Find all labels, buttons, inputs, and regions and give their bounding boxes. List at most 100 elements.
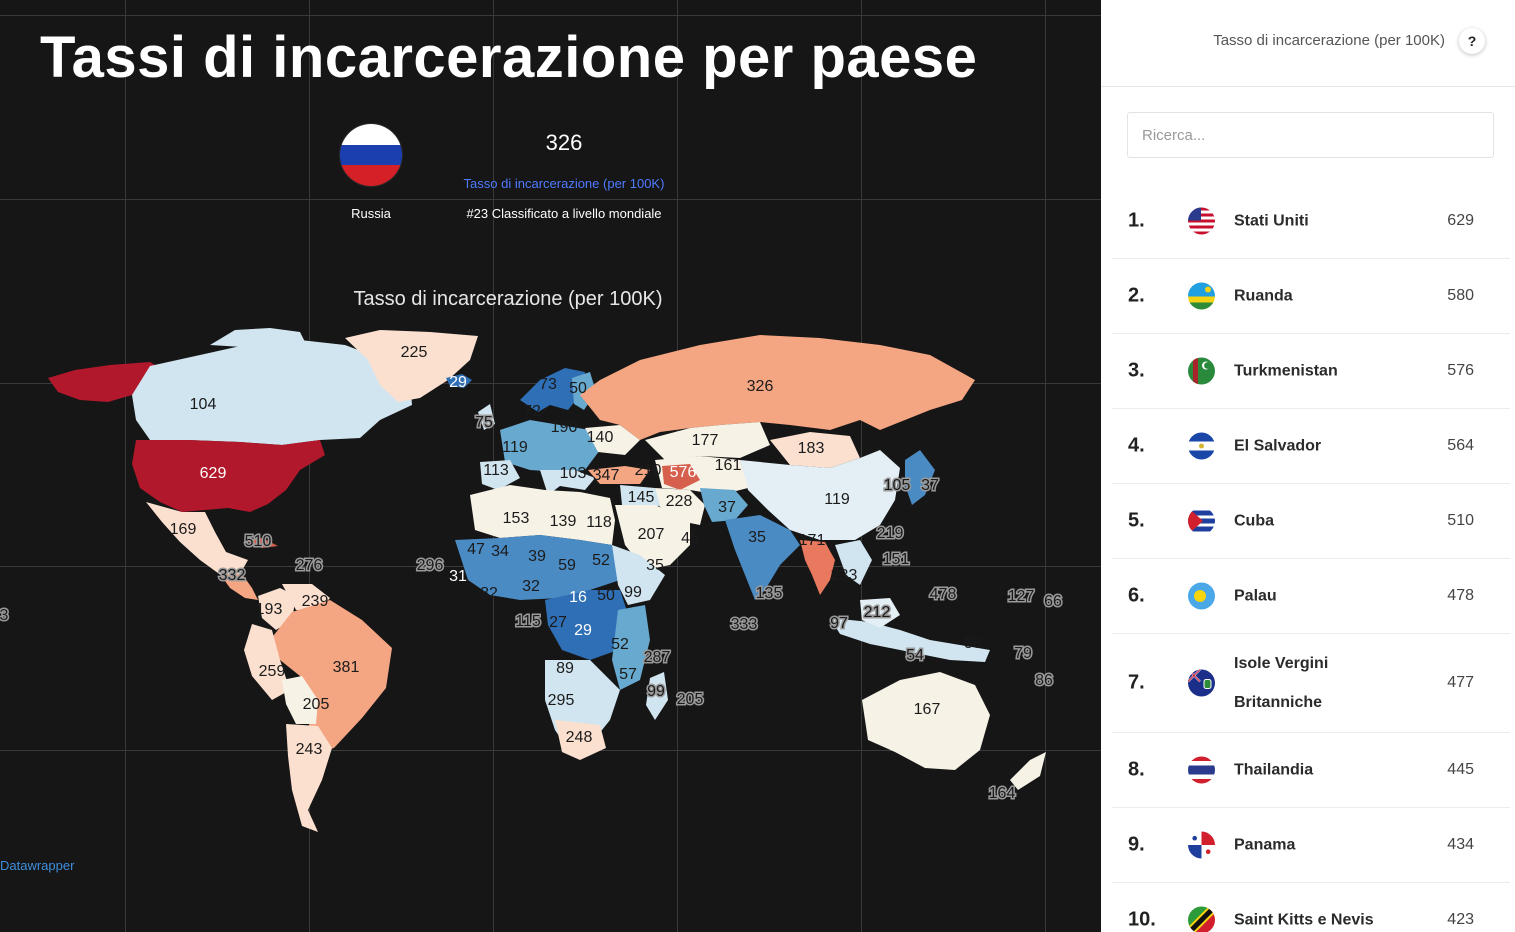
map-label-brazil: 381 (333, 659, 360, 676)
country-cuba[interactable] (244, 538, 278, 548)
rank-number: 3. (1128, 359, 1145, 382)
ranking-row-7[interactable]: 7. Isole Vergini Britanniche 477 (1112, 634, 1510, 733)
country-southeast-asia[interactable] (800, 540, 835, 595)
ranking-row-4[interactable]: 4. El Salvador 564 (1112, 409, 1510, 484)
datawrapper-credit-link[interactable]: Datawrapper (0, 858, 75, 873)
search-input[interactable] (1127, 112, 1494, 158)
country-north-africa[interactable] (470, 485, 615, 545)
country-usa[interactable] (132, 440, 325, 512)
country-china[interactable] (740, 450, 900, 540)
map-label-algeria: 153 (503, 510, 530, 527)
country-east-africa[interactable] (612, 605, 650, 690)
country-west-africa[interactable] (455, 535, 628, 600)
map-label-france: 119 (502, 439, 528, 456)
country-turkmenistan[interactable] (662, 464, 700, 490)
graticule-line (125, 0, 126, 932)
country-turkey[interactable] (588, 466, 650, 484)
country-norway-sweden[interactable] (520, 368, 585, 412)
ranking-row-9[interactable]: 9. Panama 434 (1112, 808, 1510, 883)
map-label-south-africa: 248 (566, 729, 593, 746)
help-button[interactable]: ? (1459, 28, 1485, 54)
map-label-egypt: 118 (586, 514, 612, 531)
country-pakistan-afg[interactable] (700, 488, 748, 522)
ranking-list: 1. Stati Uniti 629 2. (1112, 184, 1510, 932)
ranking-row-5[interactable]: 5. Cuba 510 (1112, 484, 1510, 559)
map-labels: 629 104 225 29 169 510 276 332 193 239 2… (0, 374, 1064, 804)
map-label-argentina: 243 (296, 741, 323, 758)
map-label-pakistan: 37 (718, 499, 736, 516)
country-borneo[interactable] (860, 598, 900, 628)
country-central-america[interactable] (220, 574, 258, 600)
country-value: 564 (1447, 437, 1474, 454)
country-italy-balkans[interactable] (540, 470, 595, 495)
country-chile-argentina[interactable] (286, 724, 332, 832)
country-greenland[interactable] (345, 330, 478, 402)
map-label-maldives: 333 (731, 616, 758, 633)
country-horn-africa[interactable] (612, 545, 665, 605)
ranking-row-3[interactable]: 3. Turkmenistan 576 (1112, 334, 1510, 409)
rank-number: 4. (1128, 434, 1145, 457)
country-peru[interactable] (244, 624, 290, 700)
country-alaska[interactable] (48, 362, 160, 402)
rank-number: 1. (1128, 209, 1145, 232)
flag-stripe (340, 165, 402, 186)
country-new-zealand[interactable] (1010, 752, 1046, 790)
ranking-row-6[interactable]: 6. Palau 478 (1112, 559, 1510, 634)
map-label-sri-lanka: 135 (756, 585, 783, 602)
flag-rwanda-icon (1188, 282, 1215, 310)
world-map[interactable] (0, 0, 1101, 932)
country-value: 478 (1447, 587, 1474, 604)
country-mexico[interactable] (146, 502, 248, 576)
country-value: 576 (1447, 362, 1474, 379)
map-label-turkey: 347 (593, 467, 620, 484)
map-label-canada: 104 (190, 396, 217, 413)
country-name: Panama (1234, 836, 1296, 854)
country-name: Saint Kitts e Nevis (1234, 911, 1374, 929)
map-panel: 629 104 225 29 169 510 276 332 193 239 2… (0, 0, 1101, 932)
map-label-spain: 113 (483, 462, 509, 479)
flag-turkmenistan-icon (1188, 357, 1215, 385)
map-label-venezuela: 239 (302, 593, 329, 610)
map-label-georgia: 210 (635, 462, 662, 479)
ranking-sidebar: Tasso di incarcerazione (per 100K) ? 1. … (1101, 0, 1515, 932)
country-mongolia[interactable] (770, 432, 860, 468)
country-central-africa[interactable] (545, 590, 630, 660)
map-label-thailand: 233 (831, 567, 858, 584)
country-kazakhstan[interactable] (645, 422, 770, 460)
country-canada[interactable] (132, 340, 412, 445)
country-uk[interactable] (478, 404, 495, 430)
map-label-angola: 89 (556, 660, 574, 677)
country-iberia[interactable] (480, 460, 520, 490)
country-madagascar[interactable] (646, 672, 668, 720)
country-west-europe[interactable] (500, 420, 600, 472)
map-label-palau: 478 (930, 586, 957, 603)
country-bolivia[interactable] (282, 676, 318, 724)
country-iceland[interactable] (446, 374, 472, 388)
map-label-china: 119 (824, 491, 850, 508)
rank-number: 5. (1128, 509, 1145, 532)
ranking-row-2[interactable]: 2. Ruanda 580 (1112, 259, 1510, 334)
sidebar-metric-label: Tasso di incarcerazione (per 100K) (1213, 32, 1445, 49)
country-south-africa[interactable] (555, 720, 606, 760)
country-indonesia[interactable] (830, 618, 990, 662)
country-brazil[interactable] (270, 600, 392, 752)
ranking-row-1[interactable]: 1. Stati Uniti 629 (1112, 184, 1510, 259)
country-indochina[interactable] (835, 540, 872, 585)
country-india[interactable] (725, 515, 800, 600)
ranking-row-10[interactable]: 10. Saint Kitts e Nevis 423 (1112, 883, 1510, 932)
ranking-row-8[interactable]: 8. Thailandia 445 (1112, 733, 1510, 808)
country-australia[interactable] (862, 672, 990, 770)
selected-country-flag (340, 124, 402, 186)
country-name: Stati Uniti (1234, 212, 1309, 230)
flag-stripe (340, 144, 402, 166)
country-russia[interactable] (580, 335, 975, 440)
country-iran[interactable] (655, 488, 705, 525)
country-korea-japan[interactable] (905, 450, 935, 505)
map-label-korea: 105 (884, 477, 911, 494)
country-ukraine[interactable] (585, 425, 640, 455)
country-value: 580 (1447, 287, 1474, 304)
map-label-niger: 34 (491, 543, 509, 560)
country-canada-arctic[interactable] (210, 328, 305, 348)
map-label-mongolia: 183 (798, 440, 825, 457)
map-label-drc: 29 (574, 622, 592, 639)
